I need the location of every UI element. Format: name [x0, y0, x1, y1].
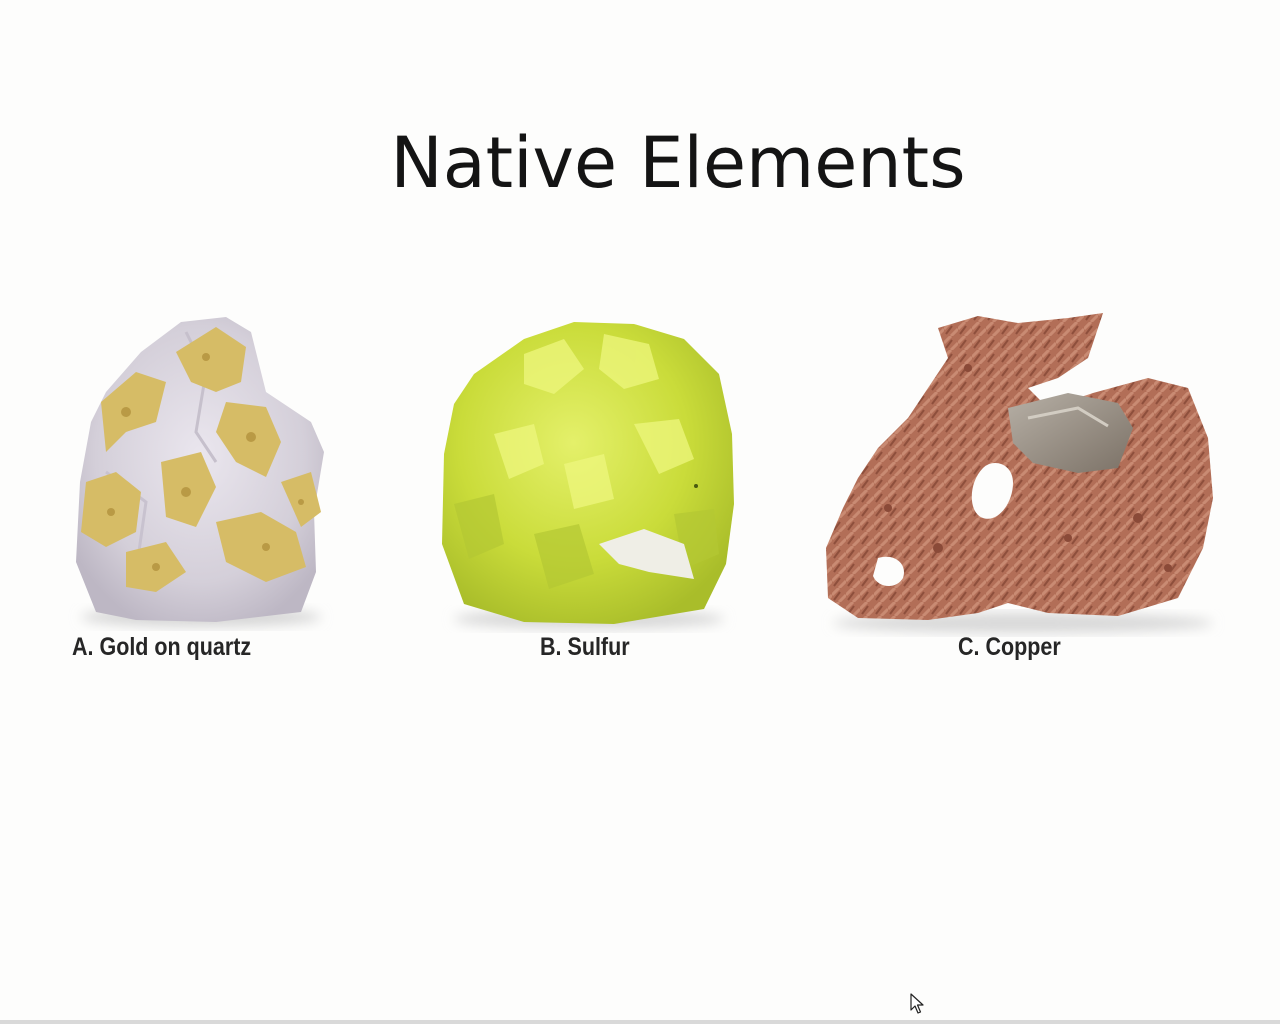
slide-title: Native Elements	[390, 122, 966, 204]
screen-bottom-edge	[0, 1020, 1280, 1024]
caption-gold-on-quartz: A. Gold on quartz	[72, 633, 252, 661]
copper-image	[818, 308, 1228, 638]
caption-sulfur: B. Sulfur	[540, 633, 630, 661]
gold-on-quartz-image	[66, 312, 336, 632]
mouse-pointer-icon	[910, 993, 924, 1015]
sulfur-image	[434, 314, 744, 634]
caption-copper: C. Copper	[958, 633, 1061, 661]
